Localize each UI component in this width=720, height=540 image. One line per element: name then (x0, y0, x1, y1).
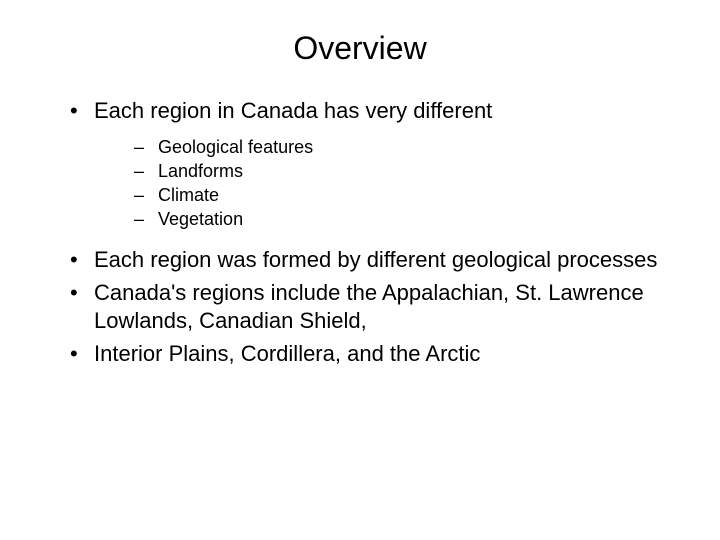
bullet-list-level-2: Geological features Landforms Climate Ve… (94, 135, 670, 232)
sub-bullet-item: Climate (134, 183, 670, 207)
bullet-item: Canada's regions include the Appalachian… (70, 279, 670, 334)
sub-bullet-item: Landforms (134, 159, 670, 183)
bullet-item: Each region was formed by different geol… (70, 246, 670, 274)
sub-bullet-item: Vegetation (134, 207, 670, 231)
bullet-list-level-1: Each region in Canada has very different… (50, 97, 670, 368)
bullet-text: Each region in Canada has very different (94, 98, 492, 123)
bullet-item: Each region in Canada has very different… (70, 97, 670, 232)
sub-bullet-item: Geological features (134, 135, 670, 159)
slide-title: Overview (50, 30, 670, 67)
bullet-item: Interior Plains, Cordillera, and the Arc… (70, 340, 670, 368)
